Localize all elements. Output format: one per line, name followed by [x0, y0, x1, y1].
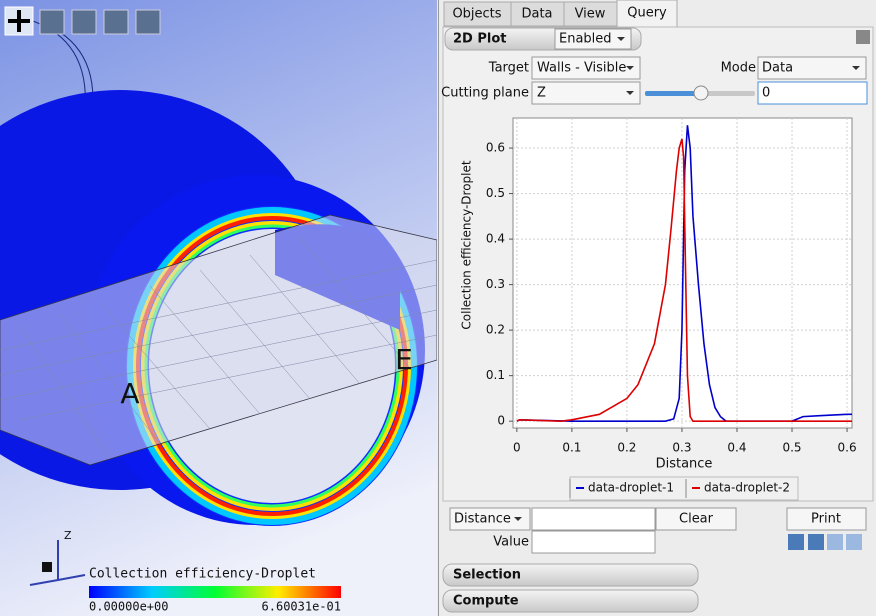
section-header[interactable]: [442, 589, 699, 613]
field-label: Cutting plane: [441, 86, 529, 101]
x-tick-label: 0.3: [672, 441, 691, 455]
button[interactable]: [655, 507, 737, 531]
tab-bar: Objects Data View Query: [443, 0, 678, 28]
toolbar: [4, 6, 161, 36]
section-title: Compute: [453, 594, 519, 609]
field-label: Value: [493, 535, 529, 550]
legend-label: data-droplet-2: [704, 481, 790, 495]
x-tick-label: 0.2: [617, 441, 636, 455]
icon-button[interactable]: [846, 534, 862, 550]
dropdown-arrow: [852, 66, 860, 70]
x-tick-label: 0.6: [838, 441, 857, 455]
dropdown-value: Z: [537, 86, 546, 101]
icon-button[interactable]: [788, 534, 804, 550]
tab[interactable]: [443, 1, 512, 27]
cube-icon[interactable]: [856, 30, 870, 44]
section-title: 2D Plot: [453, 32, 507, 47]
axis-label: Z: [64, 529, 72, 542]
tool-button[interactable]: [103, 9, 129, 35]
icon-button[interactable]: [808, 534, 824, 550]
series-line: [516, 138, 852, 422]
dropdown[interactable]: [449, 507, 531, 531]
text-input[interactable]: [531, 507, 656, 531]
dropdown[interactable]: [531, 56, 641, 80]
colorbar: [89, 586, 341, 598]
x-tick-label: 0.1: [562, 441, 581, 455]
slider-fill: [645, 91, 700, 96]
field-label: Target: [488, 61, 529, 76]
dropdown-value: Distance: [454, 512, 511, 527]
tab-label: View: [575, 7, 606, 22]
dropdown[interactable]: [531, 81, 641, 105]
button[interactable]: [786, 507, 867, 531]
y-tick-label: 0.5: [486, 186, 505, 200]
series-line: [516, 125, 852, 422]
button-label: Clear: [679, 512, 714, 527]
y-tick-label: 0.1: [486, 368, 505, 382]
button-label: Print: [811, 512, 841, 527]
dropdown-arrow: [514, 517, 522, 521]
plane-grid: [0, 237, 437, 460]
field-label: Mode: [721, 61, 756, 76]
slider-handle[interactable]: [693, 85, 709, 101]
x-tick-label: 0.5: [782, 441, 801, 455]
tool-button[interactable]: [39, 9, 65, 35]
viewport[interactable]: A E Z Collection efficiency-Droplet 0.00…: [0, 0, 437, 616]
point-label: A: [120, 377, 139, 410]
tab-label: Query: [627, 6, 667, 21]
x-tick-label: 0.4: [727, 441, 746, 455]
dropdown-value: Enabled: [559, 32, 612, 47]
dropdown-arrow: [626, 66, 634, 70]
tool-button[interactable]: [71, 9, 97, 35]
colorbar-title: Collection efficiency-Droplet: [89, 567, 316, 582]
y-axis-title: Collection efficiency-Droplet: [460, 160, 474, 329]
y-tick-label: 0: [497, 414, 505, 428]
chart: Distance Collection efficiency-Droplet 0…: [450, 110, 862, 501]
x-axis-title: Distance: [656, 457, 713, 472]
tab-label: Objects: [452, 7, 501, 22]
y-tick-label: 0.2: [486, 323, 505, 337]
text-input[interactable]: [531, 530, 656, 554]
legend-label: data-droplet-1: [588, 481, 674, 495]
dropdown-arrow: [626, 91, 634, 95]
dropdown-arrow: [617, 37, 625, 41]
section-header[interactable]: [442, 563, 699, 587]
tool-button[interactable]: [135, 9, 161, 35]
tab-active[interactable]: [616, 0, 678, 28]
y-tick-label: 0.3: [486, 277, 505, 291]
colorbar-min: 0.00000e+00: [89, 600, 168, 614]
axis-triad: [29, 540, 86, 586]
plane: [0, 214, 437, 466]
colorbar-max: 6.60031e-01: [262, 600, 341, 614]
point-label: E: [395, 343, 413, 376]
tab-label: Data: [521, 7, 552, 22]
dropdown[interactable]: [554, 28, 632, 50]
dropdown-value: Walls - Visible: [537, 61, 626, 76]
triad-box: [42, 562, 52, 572]
icon-button[interactable]: [827, 534, 843, 550]
tab[interactable]: [510, 1, 565, 27]
dropdown[interactable]: [757, 56, 867, 80]
icon: [8, 10, 30, 32]
input-value: 0: [762, 86, 770, 101]
text-input[interactable]: [757, 81, 868, 105]
dropdown-value: Data: [762, 61, 793, 76]
section-title: Selection: [453, 568, 521, 583]
y-tick-label: 0.6: [486, 141, 505, 155]
y-tick-label: 0.4: [486, 232, 505, 246]
x-tick-label: 0: [513, 441, 521, 455]
